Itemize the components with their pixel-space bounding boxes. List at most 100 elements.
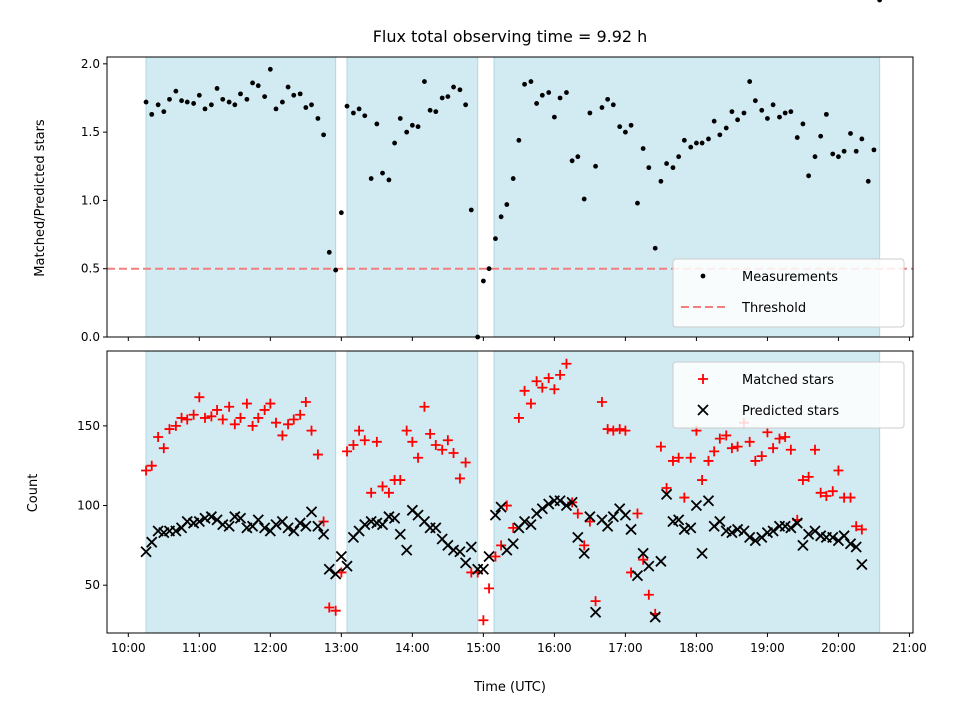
legend-label: Measurements — [742, 270, 838, 285]
matched-star-point — [229, 419, 240, 430]
measurement-point — [587, 110, 593, 116]
predicted-star-point — [454, 546, 466, 558]
measurement-point — [788, 109, 794, 115]
measurement-point — [232, 102, 238, 108]
matched-star-point — [141, 465, 152, 476]
measurement-point — [220, 96, 226, 102]
matched-star-point — [661, 483, 672, 494]
measurement-point — [564, 90, 569, 95]
predicted-star-point — [252, 514, 264, 526]
measurement-point — [161, 109, 167, 115]
matched-star-point — [508, 522, 519, 533]
predicted-star-point — [685, 522, 697, 534]
predicted-star-point — [447, 544, 460, 556]
matched-star-point — [170, 420, 181, 431]
predicted-star-point — [560, 499, 573, 512]
matched-star-point — [768, 443, 779, 454]
matched-star-point — [265, 398, 276, 409]
predicted-star-point — [838, 530, 850, 542]
x-tick-label: 21:00 — [892, 641, 927, 655]
measurement-point — [280, 99, 285, 105]
measurement-point — [741, 110, 747, 116]
matched-star-point — [750, 455, 761, 466]
measurement-point — [759, 107, 765, 113]
predicted-star-point — [489, 509, 502, 521]
measurement-point — [362, 113, 368, 119]
measurement-point — [498, 214, 504, 220]
predicted-star-point — [797, 539, 809, 552]
matched-star-point — [810, 444, 821, 455]
measurement-point — [681, 137, 687, 143]
predicted-star-point — [744, 531, 756, 544]
predicted-star-point — [827, 531, 839, 544]
measurement-point — [699, 140, 705, 146]
measurement-point — [326, 249, 332, 255]
matched-star-point — [158, 443, 169, 454]
predicted-star-point — [323, 563, 335, 575]
predicted-star-point — [785, 522, 797, 534]
legend-marker — [700, 273, 706, 279]
predicted-star-point — [543, 498, 555, 510]
measurement-point — [344, 103, 350, 109]
matched-star-point — [655, 441, 666, 452]
predicted-star-point — [282, 522, 294, 534]
y-tick-label: 150 — [77, 419, 100, 433]
matched-star-point — [430, 440, 441, 450]
x-tick-label: 14:00 — [395, 641, 430, 655]
x-tick-label: 13:00 — [324, 641, 359, 655]
matched-star-point — [359, 435, 370, 446]
measurement-point — [250, 80, 255, 86]
predicted-star-point — [359, 519, 371, 531]
matched-star-point — [295, 409, 306, 420]
matched-star-point — [620, 425, 631, 436]
matched-star-point — [241, 398, 252, 409]
measurement-point — [581, 196, 587, 202]
matched-star-point — [348, 440, 359, 450]
predicted-star-point — [170, 525, 182, 537]
measurement-point — [694, 140, 699, 146]
matched-star-point — [306, 425, 317, 436]
matched-star-point — [543, 373, 554, 384]
matched-star-point — [224, 401, 235, 412]
matched-star-point — [608, 425, 619, 436]
predicted-star-point — [572, 531, 584, 544]
matched-star-point — [437, 444, 448, 455]
measurement-point — [315, 116, 321, 121]
predicted-star-point — [465, 541, 477, 553]
matched-star-point — [756, 451, 767, 462]
measurement-point — [457, 87, 463, 93]
measurement-point — [510, 176, 516, 181]
measurement-point — [356, 106, 362, 112]
matched-star-point — [448, 447, 459, 458]
measurement-point — [800, 121, 806, 127]
measurement-point — [433, 109, 439, 115]
measurement-point — [196, 92, 202, 98]
matched-star-point — [519, 385, 530, 396]
matched-star-point — [833, 465, 844, 476]
measurement-point — [504, 202, 510, 207]
matched-star-point — [312, 449, 323, 460]
predicted-star-point — [631, 570, 644, 582]
predicted-star-point — [637, 547, 649, 559]
predicted-star-point — [690, 499, 703, 512]
legend-marker — [698, 374, 708, 384]
measurement-point — [333, 267, 339, 273]
y-tick-label: 2.0 — [81, 57, 100, 71]
matched-star-point — [561, 358, 572, 369]
measurement-point — [409, 122, 415, 128]
measurement-point — [516, 137, 522, 143]
measurement-point — [617, 124, 623, 130]
axes-frame — [106, 56, 914, 338]
measurement-point — [392, 140, 398, 146]
measurement-point — [593, 163, 598, 169]
x-tick-label: 10:00 — [111, 641, 146, 655]
measurement-point — [818, 133, 824, 139]
measurement-point — [415, 124, 421, 130]
measurement-point — [569, 158, 575, 164]
y-tick-label: 1.5 — [81, 125, 100, 139]
measurement-point — [285, 84, 291, 90]
x-tick-label: 15:00 — [466, 641, 501, 655]
predicted-star-point — [394, 528, 406, 540]
axes-frame — [106, 350, 914, 634]
measurement-point — [599, 105, 605, 110]
